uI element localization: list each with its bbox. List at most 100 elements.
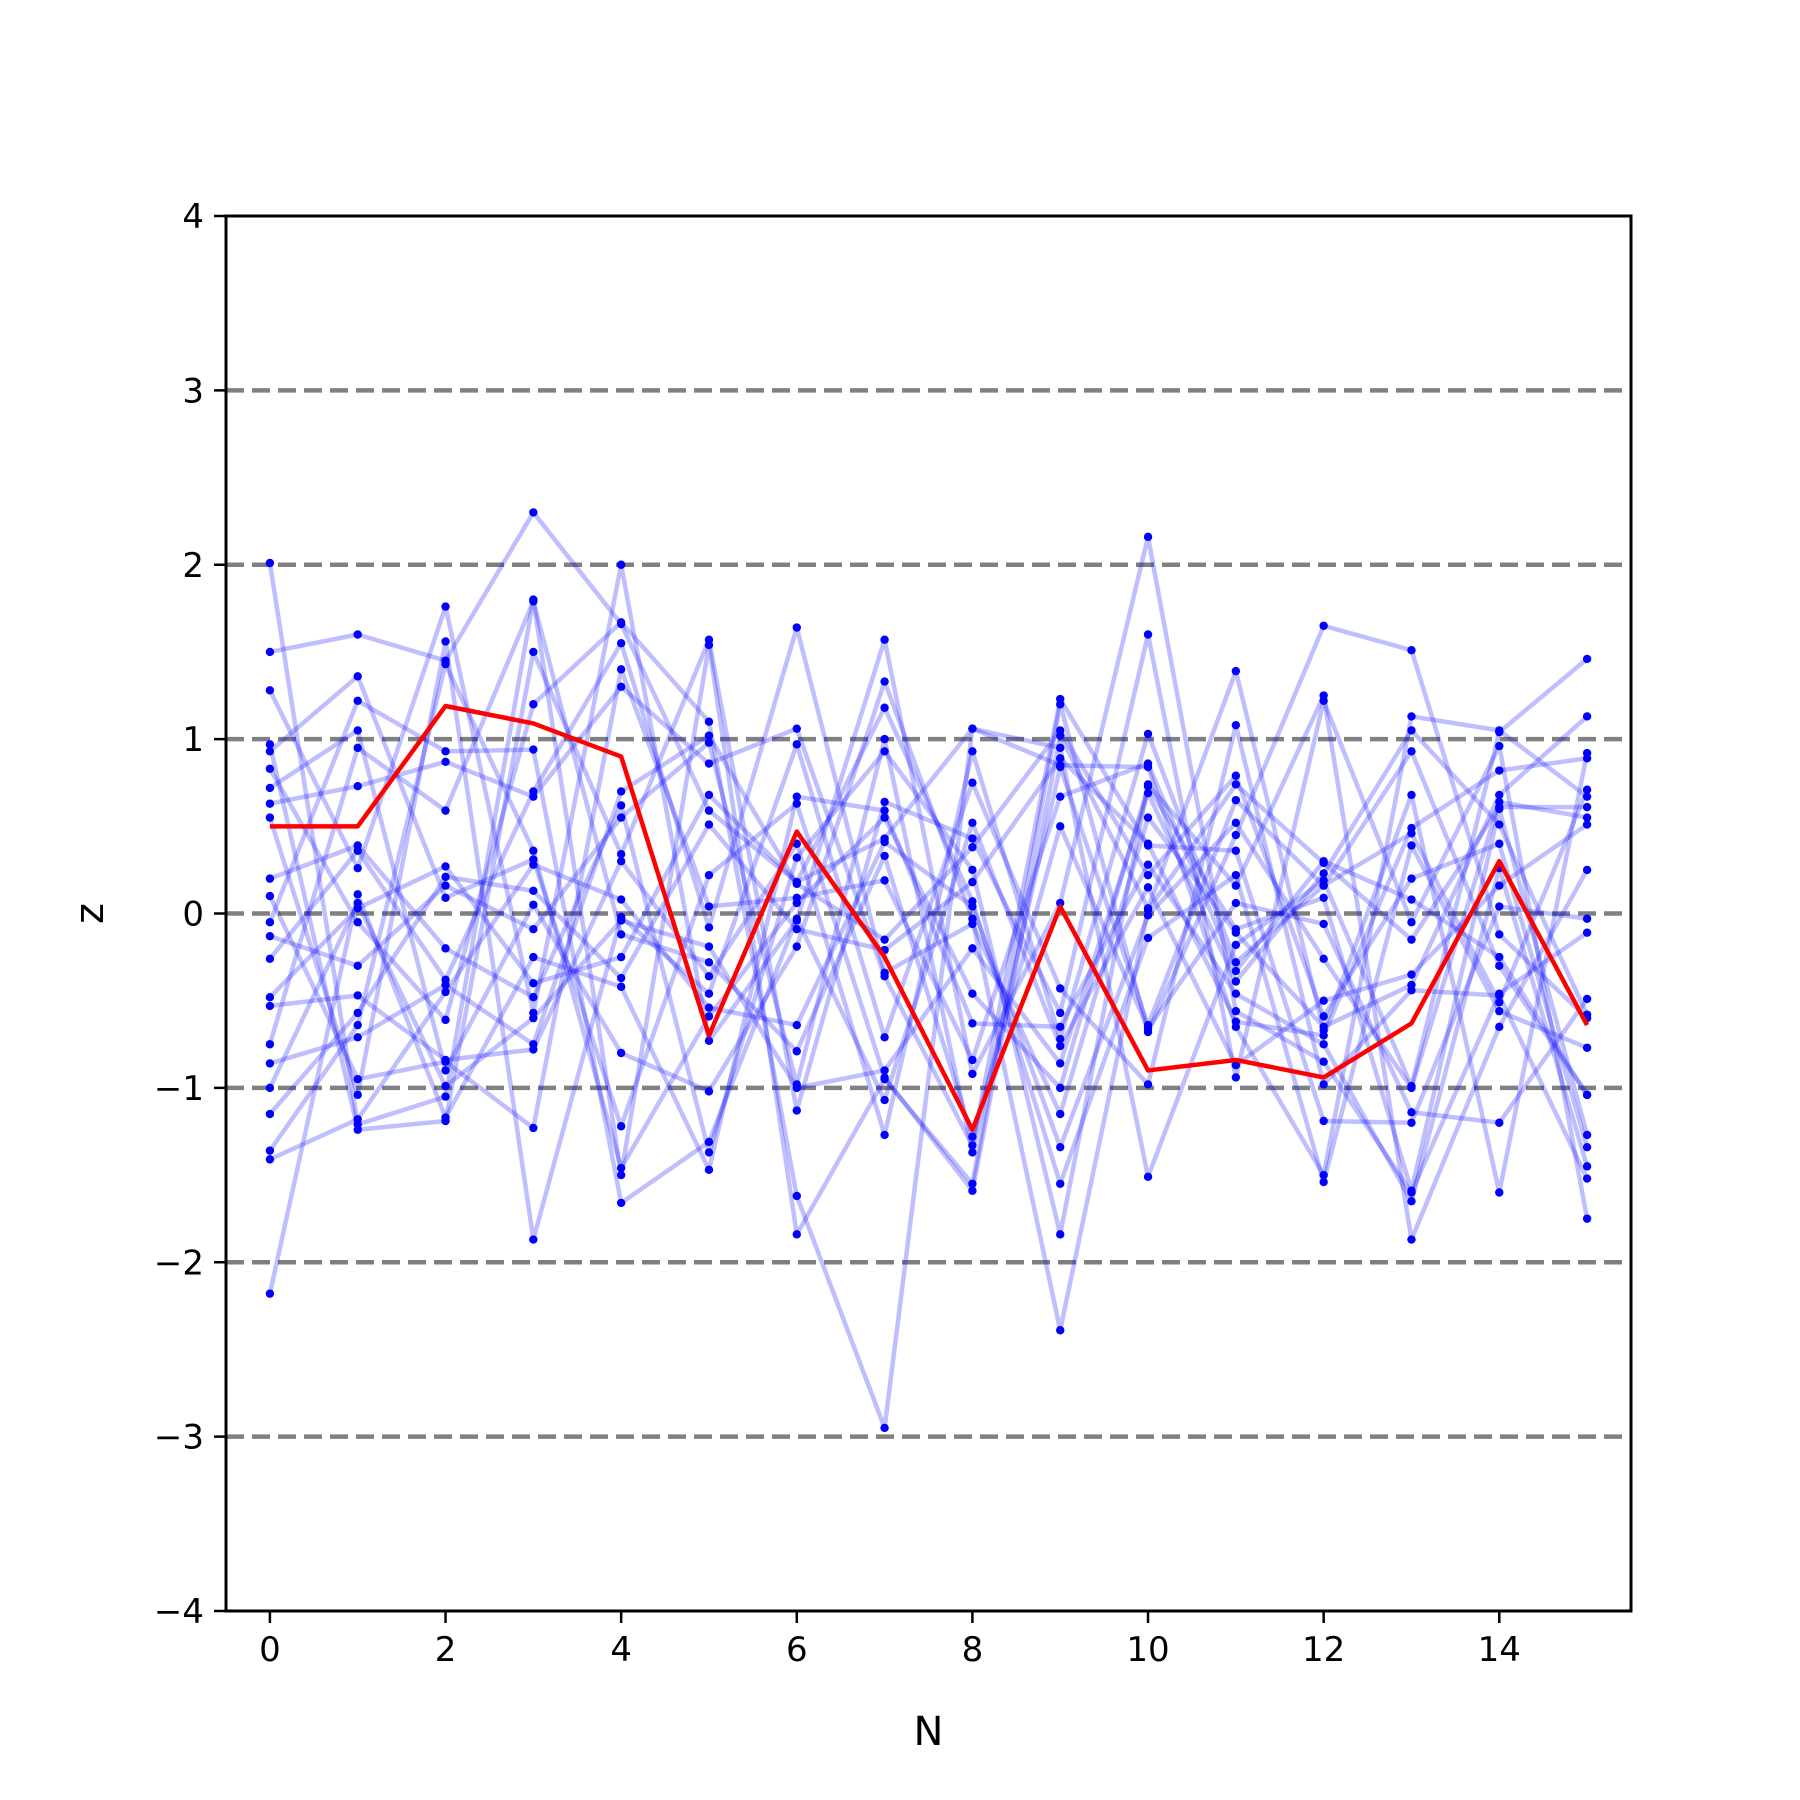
sample-point xyxy=(1495,881,1504,890)
sample-point xyxy=(1319,1057,1328,1066)
sample-point xyxy=(1495,790,1504,800)
sample-point xyxy=(441,944,450,953)
sample-point xyxy=(1231,898,1241,908)
sample-point xyxy=(880,797,889,807)
sample-point xyxy=(1231,780,1241,789)
sample-point xyxy=(792,623,801,632)
sample-point xyxy=(616,1170,626,1180)
sample-point xyxy=(1056,898,1065,908)
sample-point xyxy=(1231,1006,1241,1016)
sample-point xyxy=(441,637,450,646)
sample-point xyxy=(792,942,801,951)
sample-point xyxy=(968,877,977,887)
sample-point xyxy=(529,846,538,855)
sample-point xyxy=(529,924,538,934)
sample-point xyxy=(1056,1034,1065,1044)
sample-point xyxy=(968,865,977,875)
sample-point xyxy=(1407,1118,1416,1127)
sample-point xyxy=(353,630,362,639)
sample-point xyxy=(1143,860,1153,869)
sample-point xyxy=(704,717,714,726)
sample-point xyxy=(441,1081,450,1091)
sample-point xyxy=(353,1074,362,1084)
sample-point xyxy=(441,872,450,882)
sample-point xyxy=(792,1191,801,1201)
sample-point xyxy=(704,923,714,932)
sample-series-line xyxy=(269,684,1588,1148)
sample-series-line xyxy=(267,562,1589,1237)
sample-point xyxy=(792,1230,801,1239)
sample-point xyxy=(704,989,714,998)
sample-point xyxy=(1495,998,1504,1007)
sample-point xyxy=(441,659,450,669)
sample-point xyxy=(792,914,801,923)
sample-point xyxy=(616,665,626,674)
sample-point xyxy=(529,1013,538,1023)
sample-point xyxy=(265,647,275,657)
sample-point xyxy=(704,790,714,800)
x-tick-label: 10 xyxy=(1126,1630,1169,1670)
sample-point xyxy=(353,890,362,899)
sample-series-line xyxy=(268,679,1588,1333)
sample-point xyxy=(265,1155,275,1164)
sample-point xyxy=(1231,846,1241,855)
sample-point xyxy=(1407,1108,1416,1117)
sample-point xyxy=(1319,1012,1328,1021)
sample-point xyxy=(1056,694,1065,704)
sample-point xyxy=(353,1125,362,1134)
sample-series-line xyxy=(267,534,1589,1195)
sample-point xyxy=(1319,1116,1328,1126)
y-tick-label: 4 xyxy=(182,197,204,237)
sample-point xyxy=(441,893,450,903)
sample-point xyxy=(1231,958,1241,967)
sample-point xyxy=(1231,924,1241,934)
sample-point xyxy=(1319,893,1328,903)
sample-point xyxy=(1231,966,1241,976)
x-axis-ticks: 0 2 4 6 8 10 12 14 xyxy=(259,1611,1521,1670)
sample-point xyxy=(616,813,626,822)
sample-point xyxy=(1495,1022,1504,1032)
sample-point xyxy=(265,558,275,568)
sample-point xyxy=(1231,1017,1241,1026)
sample-point xyxy=(880,677,889,686)
sample-point xyxy=(1056,1022,1065,1032)
sample-series-lines xyxy=(267,510,1590,1431)
sample-point xyxy=(1319,1040,1328,1049)
sample-point xyxy=(1231,989,1241,998)
sample-series-line xyxy=(269,693,1590,1242)
y-tick-label: −1 xyxy=(154,1069,204,1109)
sample-point xyxy=(441,881,450,890)
sample-point xyxy=(968,1019,977,1028)
sample-point xyxy=(968,989,977,998)
sample-point xyxy=(1582,994,1592,1004)
sample-point xyxy=(529,1040,538,1049)
sample-point xyxy=(529,508,538,517)
sample-point xyxy=(441,980,450,990)
sample-point xyxy=(792,724,801,733)
sample-point xyxy=(968,944,977,953)
sample-point xyxy=(616,850,626,859)
sample-point xyxy=(1582,802,1592,812)
sample-point xyxy=(704,738,714,747)
sample-point xyxy=(1582,792,1592,801)
sample-point xyxy=(1495,741,1504,751)
sample-point xyxy=(1143,782,1153,791)
sample-point xyxy=(1582,1130,1592,1140)
sample-point xyxy=(265,1059,275,1068)
sample-point xyxy=(968,902,977,911)
sample-point xyxy=(792,879,801,889)
sample-point xyxy=(704,1012,714,1021)
sample-point xyxy=(792,1047,801,1056)
sample-point xyxy=(880,635,889,644)
y-tick-label: −4 xyxy=(154,1592,204,1632)
sample-point xyxy=(1056,762,1065,772)
sample-point xyxy=(968,818,977,828)
sample-point xyxy=(704,1087,714,1096)
sample-point xyxy=(792,799,801,808)
sample-point xyxy=(1231,1061,1241,1070)
sample-point xyxy=(704,820,714,829)
sample-point xyxy=(880,747,889,756)
sample-point xyxy=(616,801,626,810)
sample-point xyxy=(1495,961,1504,971)
sample-point xyxy=(529,787,538,796)
